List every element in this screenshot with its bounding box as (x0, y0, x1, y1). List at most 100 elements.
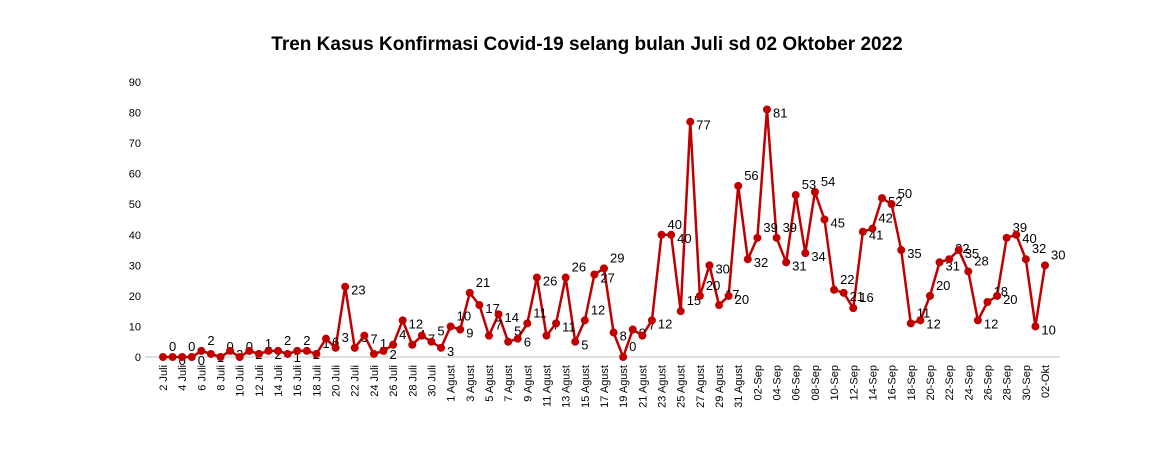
data-point (465, 288, 474, 297)
data-point (571, 337, 580, 346)
data-point (724, 291, 733, 300)
data-point (772, 233, 781, 242)
data-point (878, 194, 887, 203)
y-tick-label: 60 (129, 169, 141, 181)
data-point (1012, 230, 1021, 239)
x-tick-label: 08-Sep (810, 365, 822, 400)
data-point (762, 105, 771, 114)
x-tick-label: 02-Okt (1040, 365, 1052, 398)
x-tick-label: 9 Agust (522, 365, 534, 402)
data-label: 20 (706, 278, 720, 293)
data-label: 77 (696, 118, 710, 133)
data-label: 30 (1051, 247, 1065, 262)
data-point (734, 181, 743, 190)
data-point (360, 331, 369, 340)
data-label: 20 (936, 278, 950, 293)
x-tick-label: 12-Sep (848, 365, 860, 400)
data-point (331, 343, 340, 352)
data-point (906, 319, 915, 328)
x-tick-label: 13 Agust (561, 365, 573, 408)
x-tick-label: 4 Juli (177, 365, 189, 391)
x-tick-label: 28 Juli (407, 365, 419, 397)
x-tick-label: 23 Agust (657, 365, 669, 408)
data-label: 40 (677, 231, 691, 246)
data-point (1031, 322, 1040, 331)
y-tick-label: 70 (129, 138, 141, 150)
x-tick-label: 7 Agust (503, 365, 515, 402)
data-point (312, 349, 321, 358)
data-label: 28 (974, 253, 988, 268)
data-point (523, 319, 532, 328)
data-label: 0 (198, 353, 205, 368)
data-label: 2 (390, 347, 397, 362)
data-label: 35 (965, 246, 979, 261)
data-point (206, 349, 215, 358)
data-label: 7 (495, 318, 502, 333)
x-tick-label: 16-Sep (887, 365, 899, 400)
x-tick-label: 6 Juli (196, 365, 208, 391)
data-label: 12 (984, 316, 998, 331)
data-point (542, 331, 551, 340)
data-point (216, 353, 225, 361)
x-tick-label: 19 Agust (618, 365, 630, 408)
data-label: 8 (620, 329, 627, 344)
data-label: 1 (322, 336, 329, 351)
data-label: 1 (265, 336, 272, 351)
data-point (868, 224, 877, 233)
x-tick-label: 15 Agust (580, 365, 592, 408)
data-point (647, 316, 656, 325)
data-point (446, 322, 455, 331)
x-tick-label: 11 Agust (541, 365, 553, 407)
data-point (657, 230, 666, 239)
x-tick-label: 24-Sep (963, 365, 975, 400)
data-point (945, 255, 954, 264)
data-label: 35 (907, 246, 921, 261)
data-label: 3 (447, 344, 454, 359)
y-tick-label: 40 (129, 230, 141, 242)
data-label: 21 (476, 275, 490, 290)
data-point (667, 230, 676, 239)
data-label: 39 (783, 220, 797, 235)
data-label: 12 (926, 316, 940, 331)
x-tick-label: 06-Sep (791, 365, 803, 400)
data-label: 12 (591, 302, 605, 317)
data-label: 20 (1003, 292, 1017, 307)
data-point (532, 273, 541, 282)
data-label: 4 (399, 327, 406, 342)
x-tick-label: 25 Agust (676, 365, 688, 408)
x-tick-label: 22 Juli (350, 365, 362, 397)
data-label: 11 (562, 319, 576, 334)
data-label: 1 (294, 350, 301, 365)
data-point (600, 264, 608, 273)
y-tick-label: 0 (135, 352, 141, 364)
x-tick-label: 31 Agust (733, 365, 745, 408)
data-label: 22 (840, 272, 854, 287)
data-point (791, 191, 800, 200)
data-label: 50 (898, 186, 912, 201)
x-tick-label: 30 Juli (426, 365, 438, 397)
data-label: 32 (1032, 241, 1046, 256)
data-label: 42 (878, 211, 892, 226)
data-point (590, 270, 599, 279)
data-point (964, 267, 973, 276)
data-point (283, 349, 292, 358)
x-tick-label: 10-Sep (829, 365, 841, 400)
x-tick-label: 3 Agust (465, 365, 477, 402)
data-point (264, 346, 273, 355)
data-label: 0 (227, 339, 234, 354)
data-label: 7 (648, 318, 655, 333)
data-point (513, 334, 522, 343)
x-tick-label: 26 Juli (388, 365, 400, 397)
data-point (254, 349, 263, 358)
data-label: 39 (763, 220, 777, 235)
data-point (168, 353, 177, 361)
x-tick-label: 20-Sep (925, 365, 937, 400)
data-label: 53 (802, 177, 816, 192)
data-point (350, 343, 359, 352)
y-tick-label: 30 (129, 260, 141, 272)
y-tick-label: 50 (129, 199, 141, 211)
data-label: 11 (533, 305, 547, 320)
data-label: 16 (859, 290, 873, 305)
data-point (398, 316, 407, 325)
data-label: 6 (524, 335, 531, 350)
